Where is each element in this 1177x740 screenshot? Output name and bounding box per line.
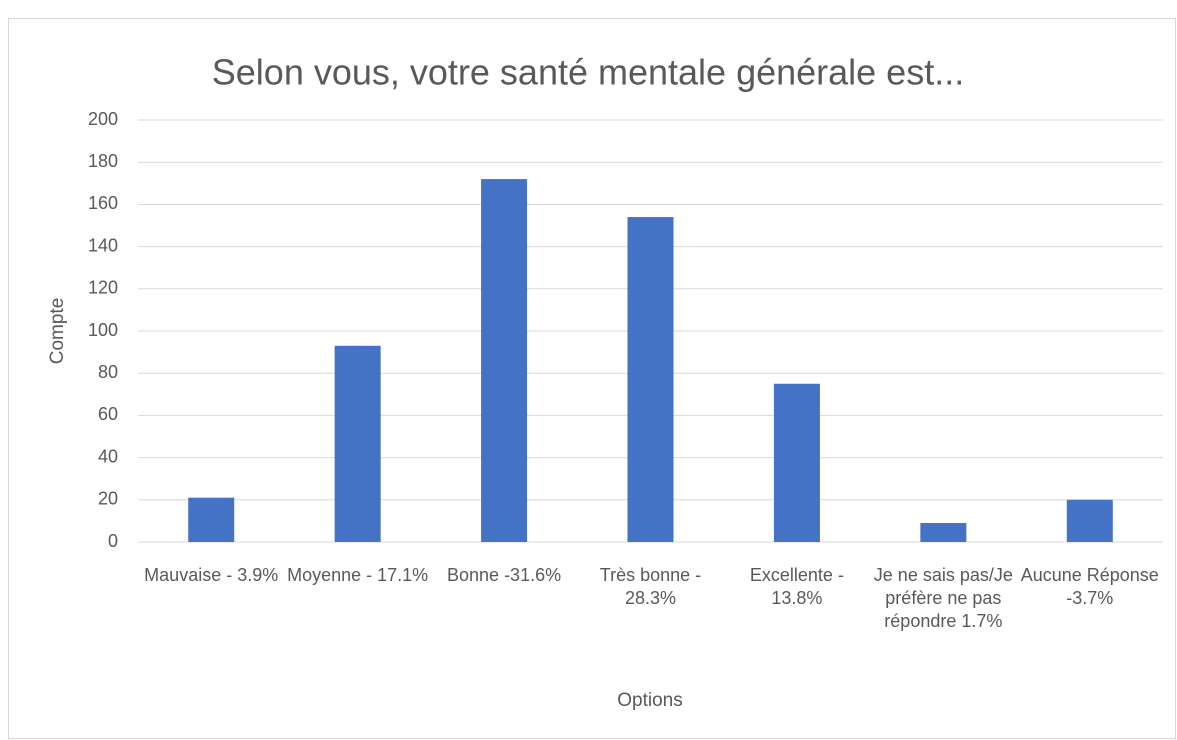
x-axis-label: Options: [617, 690, 682, 711]
x-tick-label: Bonne -31.6%: [447, 565, 562, 585]
y-tick-label: 0: [108, 531, 118, 551]
bar: [481, 179, 528, 542]
y-tick-label: 100: [88, 320, 118, 340]
y-tick-label: 140: [88, 235, 118, 255]
y-tick-label: 40: [98, 446, 118, 466]
x-tick-label: Mauvaise - 3.9%: [144, 565, 279, 585]
y-tick-label: 160: [88, 193, 118, 213]
bar: [920, 523, 967, 542]
x-tick-label: Très bonne - 28.3%: [599, 565, 702, 608]
bar: [1066, 499, 1113, 542]
bar: [188, 497, 235, 542]
bar: [773, 383, 820, 542]
x-tick-label: Excellente - 13.8%: [749, 565, 844, 608]
y-axis-label: Compte: [47, 298, 68, 365]
chart-title: Selon vous, votre santé mentale générale…: [212, 52, 964, 93]
bar: [627, 217, 674, 542]
chart-frame: [8, 18, 1176, 739]
y-tick-label: 120: [88, 278, 118, 298]
y-tick-label: 180: [88, 151, 118, 171]
bar: [334, 345, 381, 542]
y-tick-label: 200: [88, 109, 118, 129]
x-tick-label: Moyenne - 17.1%: [287, 565, 429, 585]
x-tick-label: Je ne sais pas/Je préfère ne pas répondr…: [873, 565, 1013, 631]
y-tick-label: 80: [98, 362, 118, 382]
y-tick-label: 60: [98, 404, 118, 424]
y-tick-label: 20: [98, 489, 118, 509]
x-tick-label: Aucune Réponse -3.7%: [1020, 565, 1159, 608]
